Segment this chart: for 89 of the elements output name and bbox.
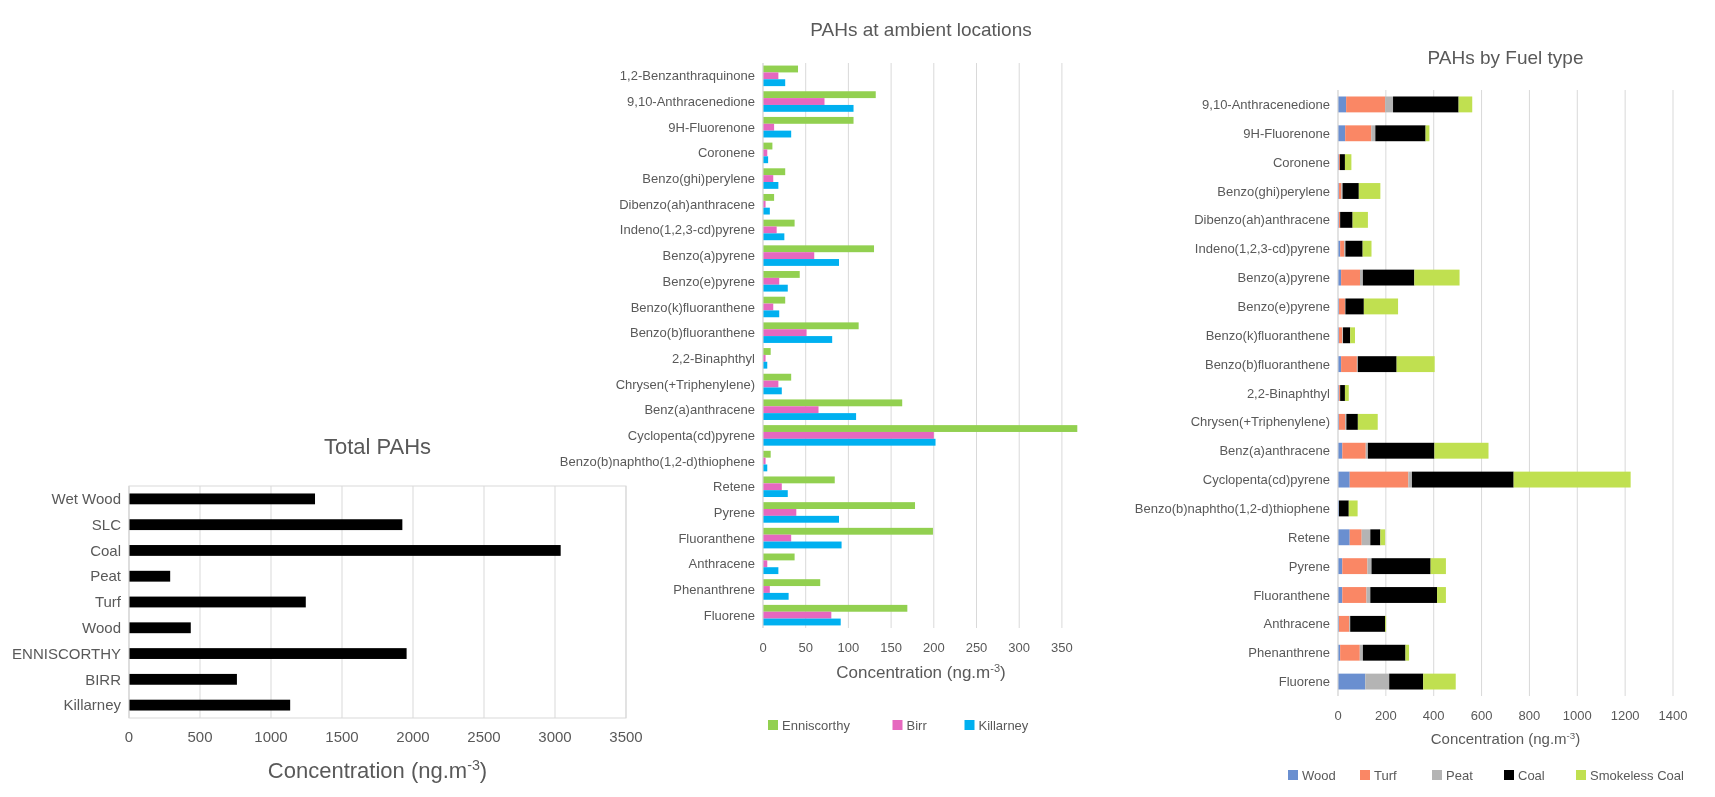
x-tick-label: 150 — [880, 640, 902, 655]
y-tick-label: Benzo(b)naphtho(1,2-d)thiophene — [559, 453, 755, 469]
y-tick-label: Killarney — [63, 696, 122, 714]
x-tick-label: 0 — [759, 640, 767, 655]
y-tick-label: SLC — [91, 515, 122, 533]
y-tick-label: Benzo(b)naphtho(1,2-d)thiophene — [1134, 500, 1330, 516]
y-tick-label: Retene — [1288, 529, 1330, 545]
y-tick-label: Benzo(a)pyrene — [662, 248, 755, 264]
y-tick-label: Fluoranthene — [678, 530, 755, 546]
x-tick-label: 0 — [124, 728, 134, 745]
y-tick-label: Benzo(ghi)perylene — [642, 171, 755, 187]
y-tick-label: 9H-Fluorenone — [1243, 125, 1330, 141]
y-tick-label: Peat — [90, 567, 122, 585]
chart-title: PAHs by Fuel type — [1427, 47, 1584, 68]
y-tick-label: Pyrene — [713, 504, 755, 520]
y-tick-label: Coronene — [1272, 154, 1330, 170]
chart-title: PAHs at ambient locations — [810, 19, 1032, 40]
legend-label: Smokeless Coal — [1590, 768, 1685, 783]
y-tick-label: Anthracene — [1263, 616, 1330, 632]
y-tick-label: Turf — [94, 593, 122, 611]
y-tick-label: Fluorene — [1278, 674, 1330, 690]
x-tick-label: 300 — [1008, 640, 1031, 655]
y-tick-label: 9,10-Anthracenedione — [1202, 96, 1330, 112]
x-axis-title: Concentration (ng.m$^{-3}$) — [267, 757, 488, 783]
y-tick-label: Benzo(e)pyrene — [1237, 298, 1330, 314]
x-tick-label: 100 — [837, 640, 860, 655]
x-tick-label: 1400 — [1658, 708, 1688, 723]
y-tick-label: Benzo(b)fluoranthene — [1204, 356, 1330, 372]
y-tick-label: Fluorene — [703, 607, 755, 623]
y-tick-label: Benzo(k)fluoranthene — [630, 299, 755, 315]
legend-label: Birr — [906, 718, 928, 733]
y-tick-label: Retene — [713, 479, 755, 495]
y-tick-label: Cyclopenta(cd)pyrene — [627, 427, 755, 443]
legend-label: Peat — [1446, 768, 1474, 783]
y-tick-label: Coal — [90, 541, 121, 559]
x-tick-label: 1000 — [1562, 708, 1592, 723]
y-tick-label: Benzo(e)pyrene — [662, 273, 755, 289]
x-tick-label: 250 — [965, 640, 988, 655]
x-tick-label: 350 — [1051, 640, 1073, 655]
y-tick-label: Wood — [82, 619, 121, 637]
y-tick-label: Dibenzo(ah)anthracene — [619, 196, 755, 212]
y-tick-label: 9,10-Anthracenedione — [627, 94, 755, 110]
x-tick-label: 500 — [187, 728, 213, 745]
x-tick-label: 50 — [798, 640, 813, 655]
x-tick-label: 200 — [922, 640, 945, 655]
x-tick-label: 3500 — [609, 728, 643, 745]
y-tick-label: Dibenzo(ah)anthracene — [1194, 212, 1330, 228]
legend-label: Enniscorthy — [782, 718, 851, 733]
x-tick-label: 600 — [1470, 708, 1493, 723]
y-tick-label: Cyclopenta(cd)pyrene — [1202, 472, 1330, 488]
y-tick-label: Chrysen(+Triphenylene) — [615, 376, 755, 392]
y-tick-label: Coronene — [697, 145, 755, 161]
x-tick-label: 2000 — [396, 728, 430, 745]
x-axis-title: Concentration (ng.m$^{-3}$) — [1430, 729, 1581, 747]
y-tick-label: Indeno(1,2,3-cd)pyrene — [1194, 241, 1330, 257]
legend-label: Turf — [1374, 768, 1398, 783]
y-tick-label: Benzo(b)fluoranthene — [629, 325, 755, 341]
y-tick-label: 2,2-Binaphthyl — [1246, 385, 1331, 401]
y-tick-label: BIRR — [85, 670, 122, 688]
x-tick-label: 1200 — [1610, 708, 1640, 723]
y-tick-label: Benzo(k)fluoranthene — [1205, 327, 1330, 343]
y-tick-label: Phenanthrene — [673, 582, 755, 598]
chart-title: Total PAHs — [323, 434, 432, 459]
x-tick-label: 200 — [1375, 708, 1397, 723]
y-tick-label: ENNISCORTHY — [12, 644, 121, 662]
y-tick-label: Phenanthrene — [1248, 645, 1330, 661]
y-tick-label: 1,2-Benzanthraquinone — [619, 68, 755, 84]
y-tick-label: Pyrene — [1288, 558, 1330, 574]
y-tick-label: Chrysen(+Triphenylene) — [1190, 414, 1330, 430]
y-tick-label: Anthracene — [688, 556, 755, 572]
x-tick-label: 0 — [1334, 708, 1342, 723]
y-tick-label: Benzo(a)pyrene — [1237, 270, 1330, 286]
x-tick-label: 1000 — [254, 728, 288, 745]
y-tick-label: 9H-Fluorenone — [668, 119, 755, 135]
y-tick-label: Fluoranthene — [1253, 587, 1330, 603]
y-tick-label: Benzo(ghi)perylene — [1217, 183, 1330, 199]
x-tick-label: 2500 — [467, 728, 501, 745]
y-tick-label: Wet Wood — [51, 490, 121, 508]
x-axis-title: Concentration (ng.m$^{-3}$) — [836, 662, 1006, 682]
y-tick-label: Benz(a)anthracene — [644, 402, 755, 418]
x-tick-label: 1500 — [325, 728, 359, 745]
x-tick-label: 3000 — [538, 728, 572, 745]
y-tick-label: Indeno(1,2,3-cd)pyrene — [619, 222, 755, 238]
y-tick-label: 2,2-Binaphthyl — [671, 350, 756, 366]
x-tick-label: 800 — [1518, 708, 1541, 723]
y-tick-label: Benz(a)anthracene — [1219, 443, 1330, 459]
legend-label: Killarney — [978, 718, 1029, 733]
x-tick-label: 400 — [1422, 708, 1445, 723]
legend-label: Coal — [1518, 768, 1545, 783]
